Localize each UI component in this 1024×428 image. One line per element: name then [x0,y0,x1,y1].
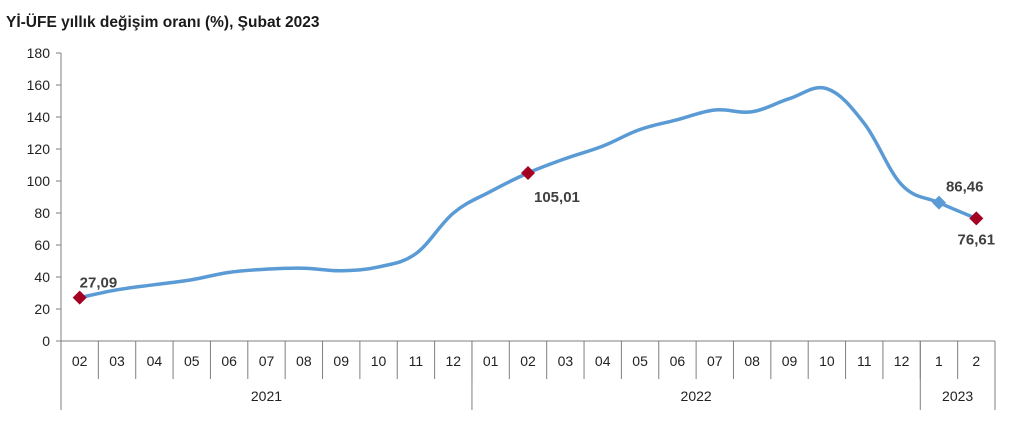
x-tick-label: 07 [259,353,275,369]
y-tick-label: 180 [27,45,51,61]
x-tick-label: 01 [483,353,499,369]
y-tick-label: 140 [27,109,51,125]
y-tick-label: 40 [34,269,50,285]
x-tick-label: 08 [744,353,760,369]
x-tick-label: 06 [670,353,686,369]
y-tick-label: 120 [27,141,51,157]
year-label: 2023 [942,388,973,404]
y-tick-label: 80 [34,205,50,221]
x-tick-label: 06 [221,353,237,369]
chart-title: Yİ-ÜFE yıllık değişim oranı (%), Şubat 2… [6,14,320,31]
x-tick-label: 11 [857,353,872,369]
x-tick-label: 1 [935,353,943,369]
data-label: 105,01 [534,189,580,206]
x-tick-label: 10 [371,353,387,369]
year-label: 2021 [251,388,282,404]
y-tick-label: 60 [34,237,50,253]
x-tick-label: 07 [707,353,723,369]
x-tick-label: 12 [445,353,461,369]
x-tick-label: 03 [558,353,574,369]
data-label: 76,61 [958,231,996,248]
x-tick-label: 02 [72,353,88,369]
y-tick-label: 0 [42,333,50,349]
year-label: 2022 [681,388,712,404]
x-tick-label: 05 [184,353,200,369]
x-tick-label: 10 [819,353,835,369]
x-tick-label: 2 [972,353,980,369]
x-tick-label: 02 [520,353,536,369]
x-tick-label: 03 [109,353,125,369]
data-marker [969,211,984,226]
x-tick-label: 09 [782,353,798,369]
data-marker [521,165,535,180]
data-label: 86,46 [946,179,984,196]
y-tick-label: 100 [27,173,51,189]
x-tick-label: 09 [333,353,349,369]
x-tick-label: 08 [296,353,312,369]
series-line [77,85,979,300]
data-marker [931,195,946,210]
x-tick-label: 04 [595,353,611,369]
x-tick-label: 12 [894,353,910,369]
data-label: 27,09 [80,275,118,292]
y-tick-label: 160 [27,77,51,93]
x-tick-label: 05 [632,353,648,369]
x-tick-label: 11 [409,353,424,369]
y-tick-label: 20 [34,301,50,317]
data-marker [72,290,87,305]
x-tick-label: 04 [147,353,163,369]
